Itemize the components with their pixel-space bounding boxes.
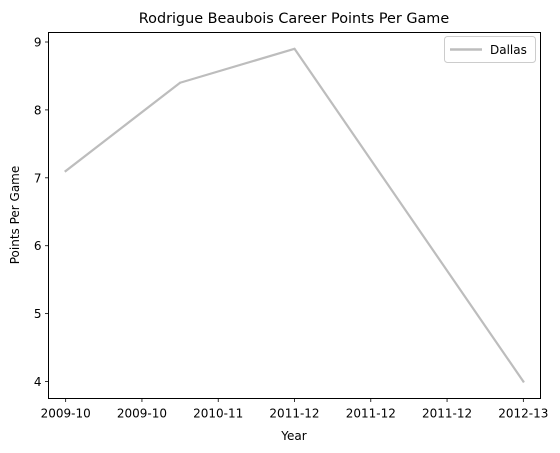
y-tick-label: 6 <box>34 239 42 253</box>
x-axis-label: Year <box>280 429 306 443</box>
x-tick-label: 2011-12 <box>346 407 396 421</box>
y-tick-label: 7 <box>34 171 42 185</box>
x-tick-label: 2011-12 <box>269 407 319 421</box>
chart-title: Rodrigue Beaubois Career Points Per Game <box>139 11 450 27</box>
y-axis: 4 5 6 7 8 9 <box>34 36 49 389</box>
x-axis: 2009-10 2009-10 2010-11 2011-12 2011-12 2011-… <box>41 398 548 421</box>
data-point <box>293 47 296 50</box>
legend-label-dallas: Dallas <box>490 43 527 57</box>
x-tick-label: 2012-13 <box>498 407 548 421</box>
legend: Dallas <box>444 36 536 63</box>
y-tick-label: 4 <box>34 375 42 389</box>
series-layer <box>64 47 525 384</box>
y-tick-label: 8 <box>34 103 42 117</box>
x-tick-label: 2010-11 <box>193 407 243 421</box>
legend-frame <box>444 36 536 63</box>
series-line-dallas <box>64 47 525 384</box>
x-tick-label: 2009-10 <box>41 407 91 421</box>
y-tick-label: 5 <box>34 307 42 321</box>
data-point <box>522 380 525 383</box>
plot-area <box>48 32 541 399</box>
data-point <box>178 81 182 84</box>
y-axis-label: Points Per Game <box>8 166 22 265</box>
y-tick-label: 9 <box>34 36 42 50</box>
x-tick-label: 2009-10 <box>117 407 167 421</box>
data-point <box>64 169 67 173</box>
x-tick-label: 2011-12 <box>422 407 472 421</box>
